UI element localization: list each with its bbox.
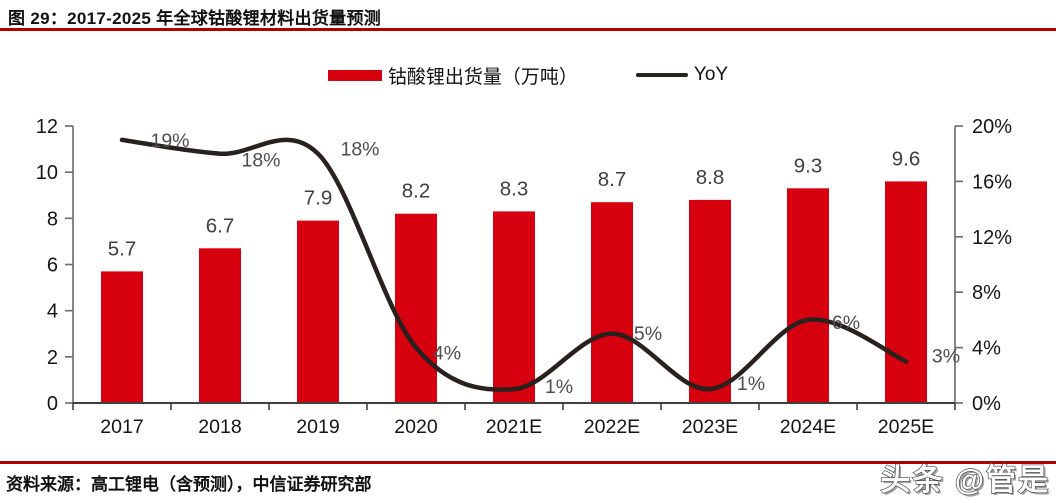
yoy-point-label: 18% [340, 139, 379, 161]
axis-y-left-tick-label: 10 [36, 162, 58, 184]
axis-y-right-tick-label: 20% [972, 116, 1012, 138]
legend-bar-label: 钴酸锂出货量（万吨） [387, 66, 578, 88]
yoy-point-label: 18% [241, 150, 280, 172]
bar-series-swatch-icon [327, 69, 382, 81]
yoy-point-label: 3% [932, 345, 960, 367]
yoy-point-label: 19% [150, 130, 189, 152]
bar [101, 271, 143, 403]
yoy-point-label: 1% [545, 376, 573, 398]
watermark: 头条 @管是 [880, 463, 1050, 497]
bar [493, 211, 535, 403]
line-series-swatch-icon [635, 73, 688, 77]
axis-x-tick-label: 2025E [878, 416, 934, 438]
bar [689, 199, 731, 403]
axis-y-right-tick-label: 16% [972, 171, 1012, 193]
axis-y-left-tick-label: 4 [47, 301, 58, 323]
axis-y-right-tick-label: 12% [972, 227, 1012, 249]
axis-x-tick-label: 2017 [100, 416, 143, 438]
axis-y-left-tick-label: 12 [36, 116, 58, 138]
bar-value-label: 8.7 [598, 168, 627, 191]
figure-title: 图 29：2017-2025 年全球钴酸锂材料出货量预测 [8, 9, 382, 28]
axis-x-tick-label: 2019 [296, 416, 339, 438]
yoy-point-label: 6% [832, 312, 860, 334]
axis-x-tick-label: 2024E [780, 416, 836, 438]
bar-value-label: 6.7 [206, 214, 235, 237]
bar [885, 181, 927, 403]
bar-value-label: 8.8 [696, 166, 725, 189]
bar [199, 248, 241, 403]
bar-value-label: 8.2 [402, 180, 431, 203]
legend-line-label: YoY [693, 64, 729, 85]
source-note: 资料来源：高工锂电（含预测），中信证券研究部 [6, 475, 372, 494]
axis-y-right-tick-label: 8% [972, 282, 1001, 304]
yoy-line [119, 137, 909, 392]
axis-x-tick-label: 2020 [394, 416, 438, 438]
legend-item-line: YoY [635, 64, 729, 86]
bar [787, 188, 829, 403]
bar [591, 202, 633, 403]
bar [395, 213, 437, 403]
bar-value-label: 9.3 [794, 154, 823, 177]
axis-y-left-tick-label: 2 [47, 347, 58, 369]
bar-value-label: 8.3 [500, 177, 529, 200]
axis-y-right-tick-label: 4% [972, 338, 1001, 360]
axis-x-tick-label: 2018 [198, 416, 241, 438]
title-rule [0, 28, 1056, 31]
axis-y-right-tick-label: 0% [972, 393, 1001, 415]
bar [297, 220, 339, 403]
bar-value-label: 7.9 [304, 187, 333, 210]
axis-y-left-tick-label: 8 [47, 208, 58, 230]
axis-y-left-tick-label: 6 [47, 255, 58, 277]
bar-value-label: 9.6 [892, 147, 921, 170]
chart-canvas: 5.7 6.7 7.9 8.2 8.3 8.7 8.8 9.3 9.6 0 2 4 6 8 10 12 0% 4%… [36, 116, 1012, 438]
yoy-point-label: 1% [737, 373, 765, 395]
axis-x-tick-label: 2022E [584, 416, 640, 438]
axis-y-left-tick-label: 0 [47, 393, 58, 415]
legend-item-bar: 钴酸锂出货量（万吨） [327, 62, 578, 89]
axis-x-tick-label: 2023E [682, 416, 738, 438]
yoy-point-label: 4% [433, 343, 461, 365]
axis-x-tick-label: 2021E [486, 416, 542, 438]
legend: 钴酸锂出货量（万吨） YoY [0, 60, 1056, 90]
bar-value-label: 5.7 [108, 237, 137, 260]
yoy-point-label: 5% [634, 323, 662, 345]
footer-rule [0, 461, 1056, 464]
